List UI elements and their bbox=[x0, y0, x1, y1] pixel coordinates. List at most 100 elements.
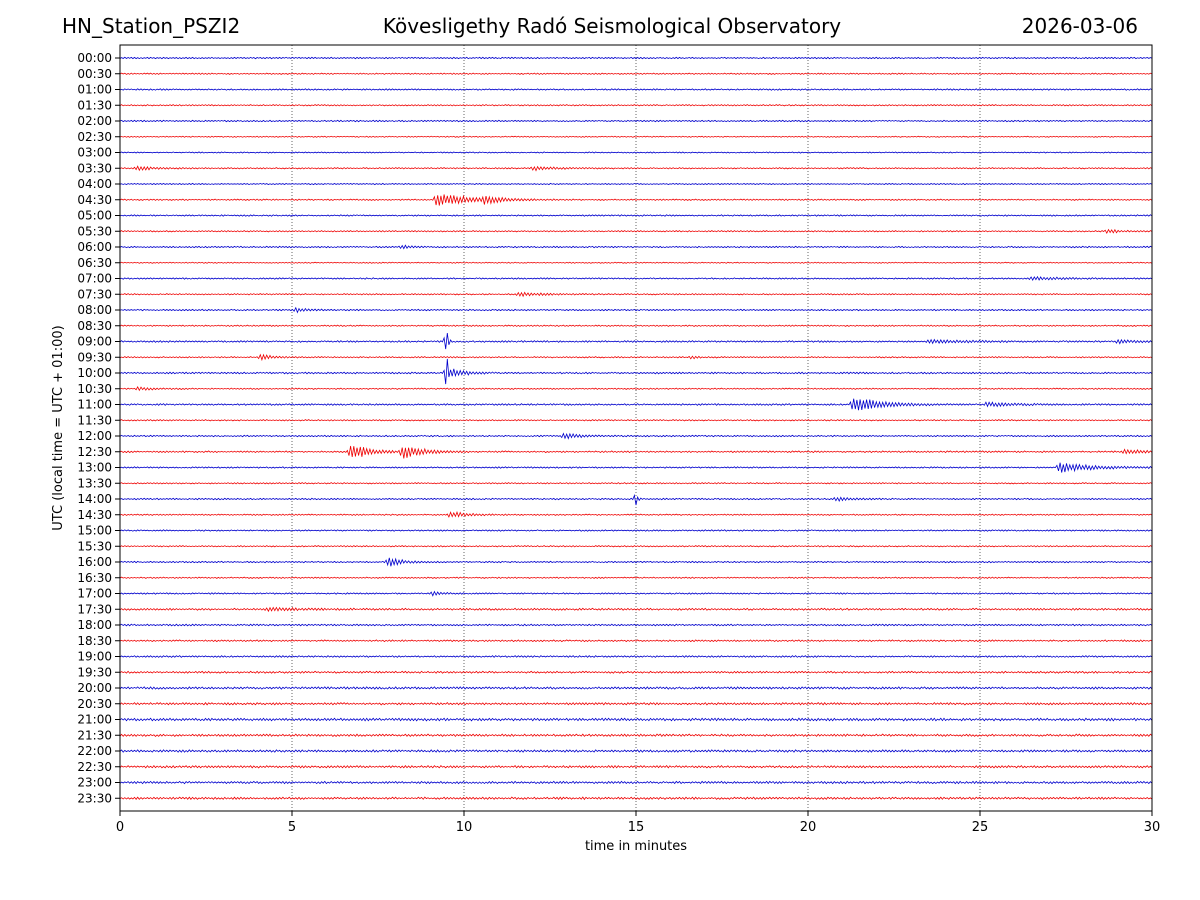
trace-21:00 bbox=[119, 717, 1153, 722]
trace-04:00 bbox=[119, 182, 1153, 186]
y-tick-label-12:00: 12:00 bbox=[77, 429, 112, 443]
x-tick-label-30: 30 bbox=[1144, 820, 1161, 835]
y-tick-label-22:30: 22:30 bbox=[77, 760, 112, 774]
trace-14:30 bbox=[119, 511, 1153, 518]
trace-17:00 bbox=[119, 590, 1153, 597]
x-axis-ticks: 0 5 10 15 20 25 30 bbox=[116, 811, 1160, 835]
y-tick-label-09:00: 09:00 bbox=[77, 335, 112, 349]
y-tick-label-12:30: 12:30 bbox=[77, 445, 112, 459]
trace-03:00 bbox=[119, 151, 1153, 154]
y-tick-label-09:30: 09:30 bbox=[77, 350, 112, 364]
y-tick-label-21:00: 21:00 bbox=[77, 713, 112, 727]
trace-05:00 bbox=[119, 214, 1153, 217]
trace-11:30 bbox=[119, 419, 1153, 422]
trace-20:00 bbox=[119, 686, 1153, 690]
y-tick-label-10:00: 10:00 bbox=[77, 366, 112, 380]
trace-02:00 bbox=[119, 119, 1153, 123]
trace-15:00 bbox=[119, 529, 1153, 532]
trace-18:30 bbox=[119, 639, 1153, 643]
trace-19:30 bbox=[119, 670, 1153, 674]
y-tick-label-13:00: 13:00 bbox=[77, 461, 112, 475]
y-tick-label-19:00: 19:00 bbox=[77, 650, 112, 664]
trace-00:00 bbox=[119, 56, 1153, 60]
y-tick-label-03:30: 03:30 bbox=[77, 161, 112, 175]
trace-21:30 bbox=[119, 733, 1153, 738]
trace-06:00 bbox=[119, 244, 1153, 250]
y-tick-label-20:30: 20:30 bbox=[77, 697, 112, 711]
y-tick-label-06:30: 06:30 bbox=[77, 256, 112, 270]
trace-07:30 bbox=[119, 291, 1153, 298]
grid-layer bbox=[291, 45, 981, 811]
trace-10:30 bbox=[119, 386, 1153, 392]
trace-12:30 bbox=[119, 445, 1153, 459]
trace-18:00 bbox=[119, 623, 1153, 627]
trace-06:30 bbox=[119, 261, 1153, 264]
y-tick-label-04:00: 04:00 bbox=[77, 177, 112, 191]
y-tick-label-19:30: 19:30 bbox=[77, 665, 112, 679]
y-tick-label-08:30: 08:30 bbox=[77, 319, 112, 333]
x-tick-label-25: 25 bbox=[972, 820, 989, 835]
y-tick-label-16:00: 16:00 bbox=[77, 555, 112, 569]
x-tick-label-20: 20 bbox=[800, 820, 817, 835]
y-tick-label-02:30: 02:30 bbox=[77, 130, 112, 144]
trace-04:30 bbox=[119, 194, 1153, 206]
plot-date: 2026-03-06 bbox=[1021, 14, 1138, 38]
y-tick-label-13:30: 13:30 bbox=[77, 476, 112, 490]
y-tick-label-02:00: 02:00 bbox=[77, 114, 112, 128]
y-tick-label-14:30: 14:30 bbox=[77, 508, 112, 522]
trace-layer bbox=[119, 56, 1153, 801]
y-tick-label-17:00: 17:00 bbox=[77, 587, 112, 601]
x-tick-label-0: 0 bbox=[116, 820, 124, 835]
y-tick-label-04:30: 04:30 bbox=[77, 193, 112, 207]
trace-16:30 bbox=[119, 576, 1153, 579]
y-tick-label-11:30: 11:30 bbox=[77, 413, 112, 427]
y-tick-label-16:30: 16:30 bbox=[77, 571, 112, 585]
x-axis-label: time in minutes bbox=[585, 839, 687, 854]
trace-23:30 bbox=[119, 796, 1153, 801]
y-tick-label-23:00: 23:00 bbox=[77, 776, 112, 790]
trace-13:00 bbox=[119, 462, 1153, 473]
y-tick-label-03:00: 03:00 bbox=[77, 146, 112, 160]
trace-22:30 bbox=[119, 764, 1153, 769]
trace-00:30 bbox=[119, 72, 1153, 75]
trace-14:00 bbox=[119, 493, 1153, 506]
x-tick-label-5: 5 bbox=[288, 820, 296, 835]
y-tick-label-17:30: 17:30 bbox=[77, 602, 112, 616]
y-tick-label-00:00: 00:00 bbox=[77, 51, 112, 65]
trace-08:00 bbox=[119, 306, 1153, 314]
trace-07:00 bbox=[119, 275, 1153, 281]
y-tick-label-06:00: 06:00 bbox=[77, 240, 112, 254]
trace-02:30 bbox=[119, 135, 1153, 138]
y-tick-label-10:30: 10:30 bbox=[77, 382, 112, 396]
trace-13:30 bbox=[119, 482, 1153, 485]
trace-01:00 bbox=[119, 88, 1153, 91]
trace-09:30 bbox=[119, 353, 1153, 362]
y-tick-label-05:00: 05:00 bbox=[77, 209, 112, 223]
trace-03:30 bbox=[119, 165, 1153, 172]
y-tick-label-08:00: 08:00 bbox=[77, 303, 112, 317]
x-tick-label-10: 10 bbox=[456, 820, 473, 835]
y-tick-label-00:30: 00:30 bbox=[77, 67, 112, 81]
y-tick-label-05:30: 05:30 bbox=[77, 224, 112, 238]
trace-09:00 bbox=[119, 333, 1153, 350]
trace-20:30 bbox=[119, 701, 1153, 706]
y-tick-label-15:30: 15:30 bbox=[77, 539, 112, 553]
trace-01:30 bbox=[119, 104, 1153, 107]
trace-17:30 bbox=[119, 606, 1153, 613]
y-tick-label-15:00: 15:00 bbox=[77, 524, 112, 538]
y-tick-label-22:00: 22:00 bbox=[77, 744, 112, 758]
y-tick-label-11:00: 11:00 bbox=[77, 398, 112, 412]
y-axis-label: UTC (local time = UTC + 01:00) bbox=[51, 325, 66, 530]
trace-12:00 bbox=[119, 432, 1153, 440]
y-tick-label-14:00: 14:00 bbox=[77, 492, 112, 506]
station-name: HN_Station_PSZI2 bbox=[62, 14, 241, 38]
trace-22:00 bbox=[119, 749, 1153, 753]
y-tick-label-01:30: 01:30 bbox=[77, 98, 112, 112]
trace-23:00 bbox=[119, 780, 1153, 785]
y-tick-label-18:00: 18:00 bbox=[77, 618, 112, 632]
x-tick-label-15: 15 bbox=[628, 820, 645, 835]
y-tick-label-07:00: 07:00 bbox=[77, 272, 112, 286]
trace-11:00 bbox=[119, 398, 1153, 411]
